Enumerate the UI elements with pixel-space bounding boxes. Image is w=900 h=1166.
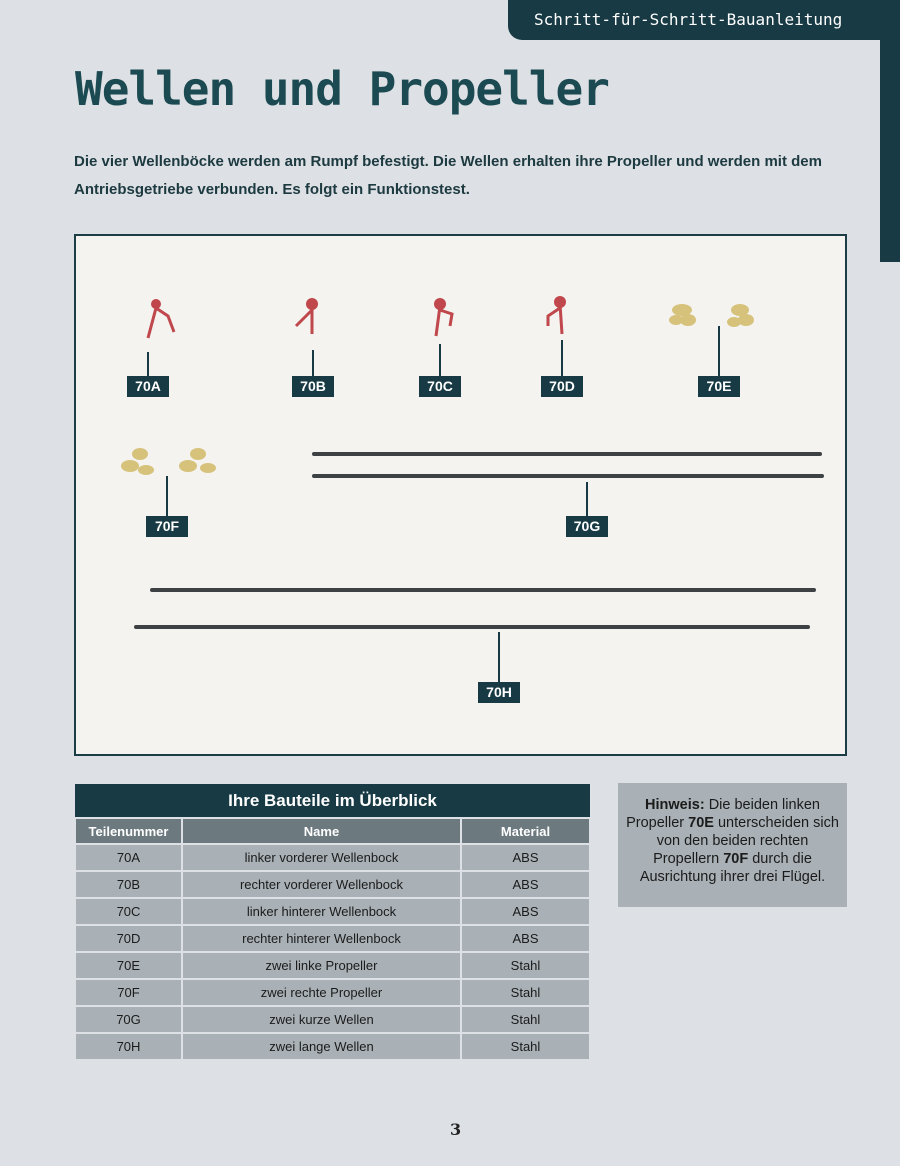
intro-text: Die vier Wellenböcke werden am Rumpf bef… [74,153,822,198]
label-70e: 70E [698,376,740,397]
bracket-70a-image [146,299,176,339]
leader-line [718,326,720,376]
name-cell: zwei linke Propeller [181,951,462,980]
leader-line [498,632,500,682]
material-cell: Stahl [460,1005,591,1034]
label-70c: 70C [419,376,461,397]
part-number-cell: 70B [74,870,183,899]
section-title: Schritt-für-Schritt-Bauanleitung [534,10,843,29]
hint-text: durch die Ausrichtung ihrer drei Flügel. [639,851,826,885]
material-cell: ABS [460,924,591,953]
table-row: 70C linker hinterer Wellenbock ABS [74,897,591,926]
page-number: 3 [450,1120,462,1139]
name-cell: zwei rechte Propeller [181,978,462,1007]
leader-line [147,352,149,376]
side-marker [880,40,900,262]
section-tab: Schritt-für-Schritt-Bauanleitung [508,0,900,40]
leader-line [312,350,314,376]
part-number-cell: 70G [74,1005,183,1034]
shaft-70g-2 [312,474,824,478]
part-number-cell: 70F [74,978,183,1007]
name-cell: linker vorderer Wellenbock [181,843,462,872]
bracket-70b-image [294,298,318,334]
leader-line [586,482,588,516]
leader-line [439,344,441,376]
hint-text: Die beiden linken Propeller [626,797,820,831]
name-cell: rechter hinterer Wellenbock [181,924,462,953]
name-cell: linker hinterer Wellenbock [181,897,462,926]
label-70g: 70G [566,516,608,537]
page-title: Wellen und Propeller [75,62,610,116]
material-cell: ABS [460,897,591,926]
material-cell: ABS [460,843,591,872]
hint-box: Hinweis: Die beiden linken Propeller 70E… [618,783,847,907]
part-number-cell: 70E [74,951,183,980]
material-cell: Stahl [460,1032,591,1061]
table-row: 70D rechter hinterer Wellenbock ABS [74,924,591,953]
shaft-70h-1 [150,588,816,592]
bracket-70d-image [546,296,566,335]
shaft-70h-2 [134,625,810,629]
col-header-part-number: Teilenummer [74,817,183,845]
label-70d: 70D [541,376,583,397]
col-header-name: Name [181,817,462,845]
label-70b: 70B [292,376,334,397]
name-cell: rechter vorderer Wellenbock [181,870,462,899]
material-cell: ABS [460,870,591,899]
label-70a: 70A [127,376,169,397]
name-cell: zwei lange Wellen [181,1032,462,1061]
hint-text: unterscheiden sich von den beiden rechte… [653,815,839,867]
table-row: 70H zwei lange Wellen Stahl [74,1032,591,1061]
table-row: 70A linker vorderer Wellenbock ABS [74,843,591,872]
name-cell: zwei kurze Wellen [181,1005,462,1034]
table-row: 70F zwei rechte Propeller Stahl [74,978,591,1007]
hint-label: Hinweis: [645,797,705,813]
leader-line [166,476,168,516]
part-number-cell: 70A [74,843,183,872]
table-row: 70G zwei kurze Wellen Stahl [74,1005,591,1034]
table-row: 70B rechter vorderer Wellenbock ABS [74,870,591,899]
hint-part-ref: 70E [688,815,714,831]
col-header-material: Material [460,817,591,845]
table-title: Ihre Bauteile im Überblick [75,784,590,818]
part-number-cell: 70C [74,897,183,926]
parts-photo: 70A 70B 70C 70D 70E 70F 70G 70H [74,234,847,756]
parts-table: Ihre Bauteile im Überblick Teilenummer N… [74,784,591,1061]
leader-line [561,340,563,376]
propellers-70e-image [669,304,754,327]
material-cell: Stahl [460,978,591,1007]
shaft-70g-1 [312,452,822,456]
table-row: 70E zwei linke Propeller Stahl [74,951,591,980]
label-70h: 70H [478,682,520,703]
material-cell: Stahl [460,951,591,980]
propellers-70f-image [121,448,216,475]
label-70f: 70F [146,516,188,537]
part-number-cell: 70D [74,924,183,953]
part-number-cell: 70H [74,1032,183,1061]
bracket-70c-image [434,298,454,337]
hint-part-ref: 70F [723,851,749,867]
